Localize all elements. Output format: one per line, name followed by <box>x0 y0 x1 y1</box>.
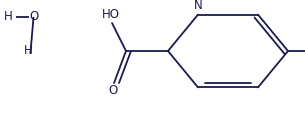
Text: H: H <box>4 10 13 23</box>
Text: O: O <box>29 10 38 23</box>
Text: O: O <box>108 84 118 98</box>
Text: H: H <box>24 44 33 57</box>
Text: HO: HO <box>102 8 120 20</box>
Text: N: N <box>194 0 203 12</box>
